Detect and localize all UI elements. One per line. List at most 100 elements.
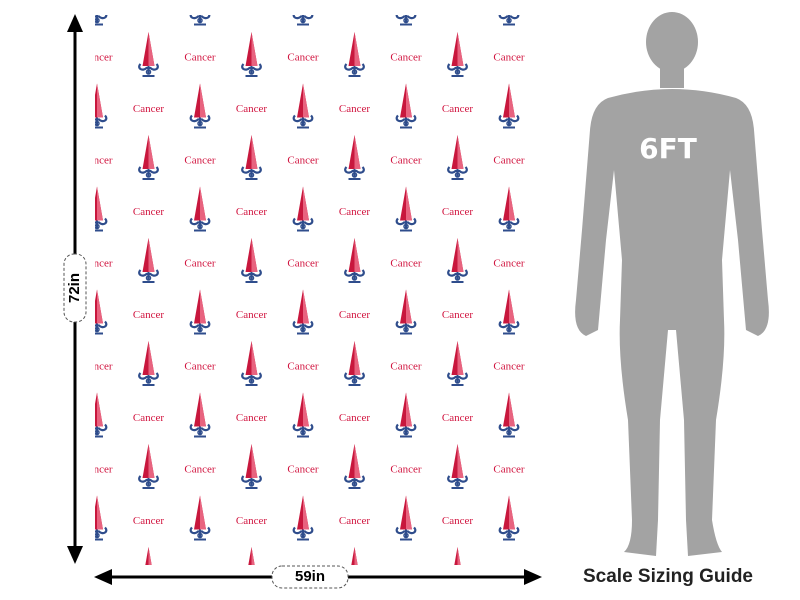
guide-title: Scale Sizing Guide — [583, 566, 753, 587]
pattern-text: Cancer — [30, 206, 61, 218]
pattern-text: Cancer — [81, 361, 112, 373]
pattern-text: Cancer — [0, 464, 10, 476]
pattern-text: Cancer — [236, 0, 267, 12]
pattern-icon — [603, 496, 622, 540]
pattern-text: Cancer — [545, 515, 576, 527]
pattern-text: Cancer — [236, 412, 267, 424]
pattern-text: Cancer — [339, 206, 370, 218]
pattern-icon — [551, 238, 570, 282]
wallpaper-pattern: Cancer Cancer Cancer Cancer Cancer Cancer Canc… — [0, 0, 679, 591]
pattern-text: Cancer — [287, 258, 318, 270]
pattern-text: Cancer — [545, 206, 576, 218]
pattern-icon — [36, 444, 55, 488]
pattern-icon — [603, 0, 622, 25]
pattern-text: Cancer — [236, 309, 267, 321]
pattern-text: Cancer — [184, 258, 215, 270]
pattern-text: Cancer — [133, 515, 164, 527]
width-dimension: 59in — [94, 565, 542, 589]
pattern-text: Cancer — [81, 258, 112, 270]
pattern-text: Cancer — [184, 361, 215, 373]
pattern-text: Cancer — [0, 258, 10, 270]
pattern-text: Cancer — [287, 361, 318, 373]
pattern-text: Cancer — [133, 206, 164, 218]
pattern-icon — [36, 341, 55, 385]
pattern-text: Cancer — [493, 464, 524, 476]
pattern-text: Cancer — [390, 258, 421, 270]
pattern-text: Cancer — [236, 515, 267, 527]
human-silhouette — [575, 12, 769, 556]
pattern-text: Cancer — [442, 412, 473, 424]
pattern-icon — [603, 290, 622, 334]
pattern-text: Cancer — [0, 361, 10, 373]
pattern-text: Cancer — [442, 0, 473, 12]
pattern-text: Cancer — [81, 155, 112, 167]
pattern-text: Cancer — [133, 412, 164, 424]
pattern-icon — [551, 135, 570, 179]
pattern-text: Cancer — [30, 309, 61, 321]
pattern-text: Cancer — [30, 412, 61, 424]
pattern-text: Cancer — [390, 155, 421, 167]
pattern-text: Cancer — [339, 309, 370, 321]
pattern-text: Cancer — [390, 52, 421, 64]
pattern-text: Cancer — [133, 309, 164, 321]
pattern-text: Cancer — [545, 412, 576, 424]
pattern-text: Cancer — [493, 155, 524, 167]
pattern-text: Cancer — [133, 0, 164, 12]
pattern-text: Cancer — [30, 103, 61, 115]
pattern-text: Cancer — [390, 464, 421, 476]
pattern-text: Cancer — [545, 103, 576, 115]
pattern-icon — [0, 187, 3, 231]
pattern-text: Cancer — [30, 515, 61, 527]
pattern-text: Cancer — [30, 0, 61, 12]
pattern-icon — [551, 341, 570, 385]
pattern-text: Cancer — [287, 464, 318, 476]
pattern-text: Cancer — [545, 0, 576, 12]
pattern-text: Cancer — [648, 0, 679, 12]
height-label: 72in — [66, 273, 83, 303]
pattern-icon — [0, 393, 3, 437]
pattern-text: Cancer — [339, 0, 370, 12]
pattern-text: Cancer — [596, 52, 627, 64]
pattern-text: Cancer — [545, 309, 576, 321]
pattern-icon — [603, 393, 622, 437]
pattern-text: Cancer — [339, 515, 370, 527]
pattern-icon — [0, 84, 3, 128]
pattern-text: Cancer — [493, 258, 524, 270]
pattern-text: Cancer — [0, 155, 10, 167]
pattern-text: Cancer — [339, 412, 370, 424]
pattern-text: Cancer — [442, 103, 473, 115]
pattern-text: Cancer — [442, 206, 473, 218]
pattern-text: Cancer — [81, 464, 112, 476]
wallpaper-panel — [95, 15, 525, 565]
pattern-icon — [551, 32, 570, 76]
pattern-icon — [0, 0, 3, 25]
width-label: 59in — [295, 568, 325, 585]
pattern-text: Cancer — [0, 52, 10, 64]
pattern-text: Cancer — [339, 103, 370, 115]
pattern-text: Cancer — [236, 206, 267, 218]
pattern-text: Cancer — [493, 361, 524, 373]
pattern-text: Cancer — [184, 155, 215, 167]
pattern-icon — [36, 547, 55, 591]
pattern-text: Cancer — [133, 103, 164, 115]
height-dimension: 72in — [63, 14, 87, 564]
pattern-icon — [36, 32, 55, 76]
pattern-icon — [0, 496, 3, 540]
figure-height-label: 6FT — [639, 132, 697, 165]
pattern-text: Cancer — [287, 155, 318, 167]
pattern-text: Cancer — [184, 52, 215, 64]
pattern-text: Cancer — [390, 361, 421, 373]
pattern-icon — [551, 444, 570, 488]
pattern-icon — [0, 290, 3, 334]
pattern-text: Cancer — [287, 52, 318, 64]
pattern-text: Cancer — [236, 103, 267, 115]
pattern-icon — [36, 238, 55, 282]
pattern-text: Cancer — [442, 515, 473, 527]
pattern-icon — [36, 135, 55, 179]
pattern-text: Cancer — [442, 309, 473, 321]
pattern-text: Cancer — [0, 567, 10, 579]
pattern-text: Cancer — [81, 52, 112, 64]
pattern-text: Cancer — [184, 464, 215, 476]
pattern-icon — [551, 547, 570, 591]
